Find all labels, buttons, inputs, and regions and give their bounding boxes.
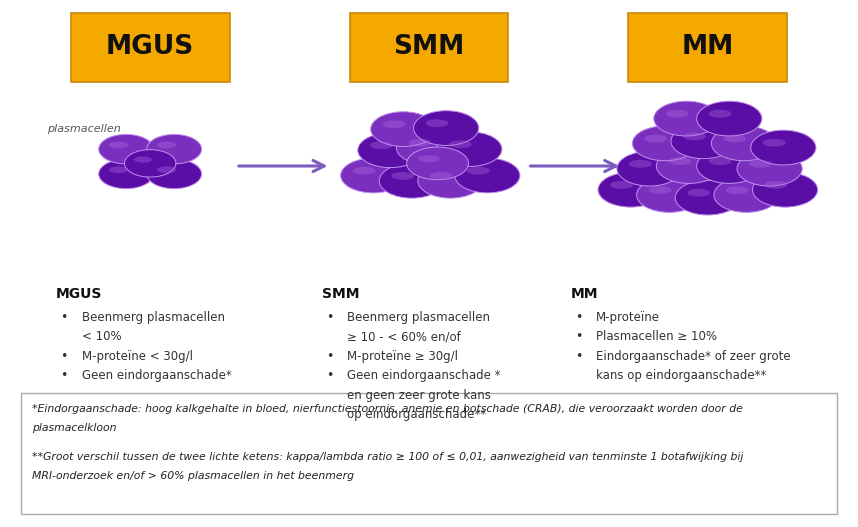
Ellipse shape <box>371 112 436 147</box>
Text: MM: MM <box>682 34 734 61</box>
Ellipse shape <box>437 132 502 167</box>
Ellipse shape <box>407 147 468 180</box>
Text: **Groot verschil tussen de twee lichte ketens: kappa/lambda ratio ≥ 100 of ≤ 0,0: **Groot verschil tussen de twee lichte k… <box>32 452 743 462</box>
Ellipse shape <box>426 119 449 127</box>
Ellipse shape <box>737 151 802 186</box>
Ellipse shape <box>109 167 128 173</box>
Text: plasmacellen: plasmacellen <box>47 124 121 134</box>
Text: •: • <box>575 350 583 363</box>
Ellipse shape <box>379 163 444 198</box>
Text: M-proteïne ≥ 30g/l: M-proteïne ≥ 30g/l <box>347 350 458 363</box>
Ellipse shape <box>157 167 176 173</box>
Ellipse shape <box>467 167 490 174</box>
Ellipse shape <box>383 120 406 128</box>
Ellipse shape <box>430 172 453 180</box>
Ellipse shape <box>763 139 786 147</box>
Text: Geen eindorgaanschade*: Geen eindorgaanschade* <box>82 369 232 383</box>
Ellipse shape <box>418 163 483 198</box>
Ellipse shape <box>353 167 376 174</box>
Ellipse shape <box>709 110 732 118</box>
Ellipse shape <box>752 172 818 207</box>
Text: op eindorgaanschade**: op eindorgaanschade** <box>347 408 486 422</box>
Ellipse shape <box>408 139 432 147</box>
Text: •: • <box>60 311 68 324</box>
Ellipse shape <box>629 160 652 168</box>
Ellipse shape <box>455 158 520 193</box>
Text: Plasmacellen ≥ 10%: Plasmacellen ≥ 10% <box>596 330 717 344</box>
Ellipse shape <box>370 141 393 149</box>
Text: SMM: SMM <box>322 287 360 301</box>
Text: •: • <box>575 330 583 344</box>
Ellipse shape <box>671 124 736 159</box>
Text: M-proteïne: M-proteïne <box>596 311 661 324</box>
Ellipse shape <box>654 101 719 136</box>
FancyBboxPatch shape <box>628 13 788 82</box>
Ellipse shape <box>418 155 440 162</box>
Ellipse shape <box>610 181 633 189</box>
Ellipse shape <box>134 157 152 163</box>
Ellipse shape <box>649 186 672 194</box>
Text: *Eindorgaanschade: hoog kalkgehalte in bloed, nierfunctiestoornis, anemie en bot: *Eindorgaanschade: hoog kalkgehalte in b… <box>32 404 743 414</box>
Ellipse shape <box>147 134 202 164</box>
Ellipse shape <box>124 150 176 177</box>
Text: Beenmerg plasmacellen: Beenmerg plasmacellen <box>82 311 225 324</box>
Ellipse shape <box>99 159 154 189</box>
Ellipse shape <box>697 149 762 183</box>
Ellipse shape <box>666 110 689 118</box>
Ellipse shape <box>764 181 788 189</box>
Ellipse shape <box>632 126 698 161</box>
Text: MGUS: MGUS <box>106 34 194 61</box>
Ellipse shape <box>683 132 706 140</box>
Text: •: • <box>326 311 334 324</box>
FancyBboxPatch shape <box>350 13 508 82</box>
Ellipse shape <box>709 157 732 165</box>
Text: •: • <box>326 350 334 363</box>
Text: plasmacelkloon: plasmacelkloon <box>32 423 116 433</box>
Text: < 10%: < 10% <box>82 330 121 344</box>
Ellipse shape <box>675 180 740 215</box>
Ellipse shape <box>697 101 762 136</box>
Ellipse shape <box>637 178 702 212</box>
Ellipse shape <box>714 178 779 212</box>
Ellipse shape <box>749 160 772 168</box>
Ellipse shape <box>668 157 692 165</box>
Ellipse shape <box>414 111 479 145</box>
Ellipse shape <box>341 158 406 193</box>
Ellipse shape <box>391 172 414 180</box>
Text: MGUS: MGUS <box>56 287 102 301</box>
Ellipse shape <box>723 134 746 142</box>
Text: •: • <box>326 369 334 383</box>
Text: MM: MM <box>571 287 598 301</box>
Ellipse shape <box>598 172 663 207</box>
FancyBboxPatch shape <box>21 393 837 514</box>
Ellipse shape <box>358 133 423 168</box>
Text: Geen eindorgaanschade *: Geen eindorgaanschade * <box>347 369 501 383</box>
Ellipse shape <box>109 142 128 148</box>
Ellipse shape <box>617 151 682 186</box>
Text: •: • <box>60 369 68 383</box>
FancyBboxPatch shape <box>70 13 229 82</box>
Text: Eindorgaanschade* of zeer grote: Eindorgaanschade* of zeer grote <box>596 350 791 363</box>
Ellipse shape <box>147 159 202 189</box>
Text: Beenmerg plasmacellen: Beenmerg plasmacellen <box>347 311 491 324</box>
Text: SMM: SMM <box>393 34 465 61</box>
Ellipse shape <box>711 126 776 161</box>
Text: •: • <box>575 311 583 324</box>
Ellipse shape <box>396 130 462 165</box>
Ellipse shape <box>726 186 749 194</box>
Ellipse shape <box>656 149 722 183</box>
Text: •: • <box>60 350 68 363</box>
Ellipse shape <box>644 134 668 142</box>
Ellipse shape <box>449 140 472 148</box>
Text: ≥ 10 - < 60% en/of: ≥ 10 - < 60% en/of <box>347 330 462 344</box>
Ellipse shape <box>687 189 710 197</box>
Text: kans op eindorgaanschade**: kans op eindorgaanschade** <box>596 369 767 383</box>
Text: M-proteïne < 30g/l: M-proteïne < 30g/l <box>82 350 192 363</box>
Text: MRI-onderzoek en/of > 60% plasmacellen in het beenmerg: MRI-onderzoek en/of > 60% plasmacellen i… <box>32 471 353 481</box>
Ellipse shape <box>99 134 154 164</box>
Ellipse shape <box>751 130 816 165</box>
Ellipse shape <box>157 142 176 148</box>
Text: en geen zeer grote kans: en geen zeer grote kans <box>347 389 492 402</box>
